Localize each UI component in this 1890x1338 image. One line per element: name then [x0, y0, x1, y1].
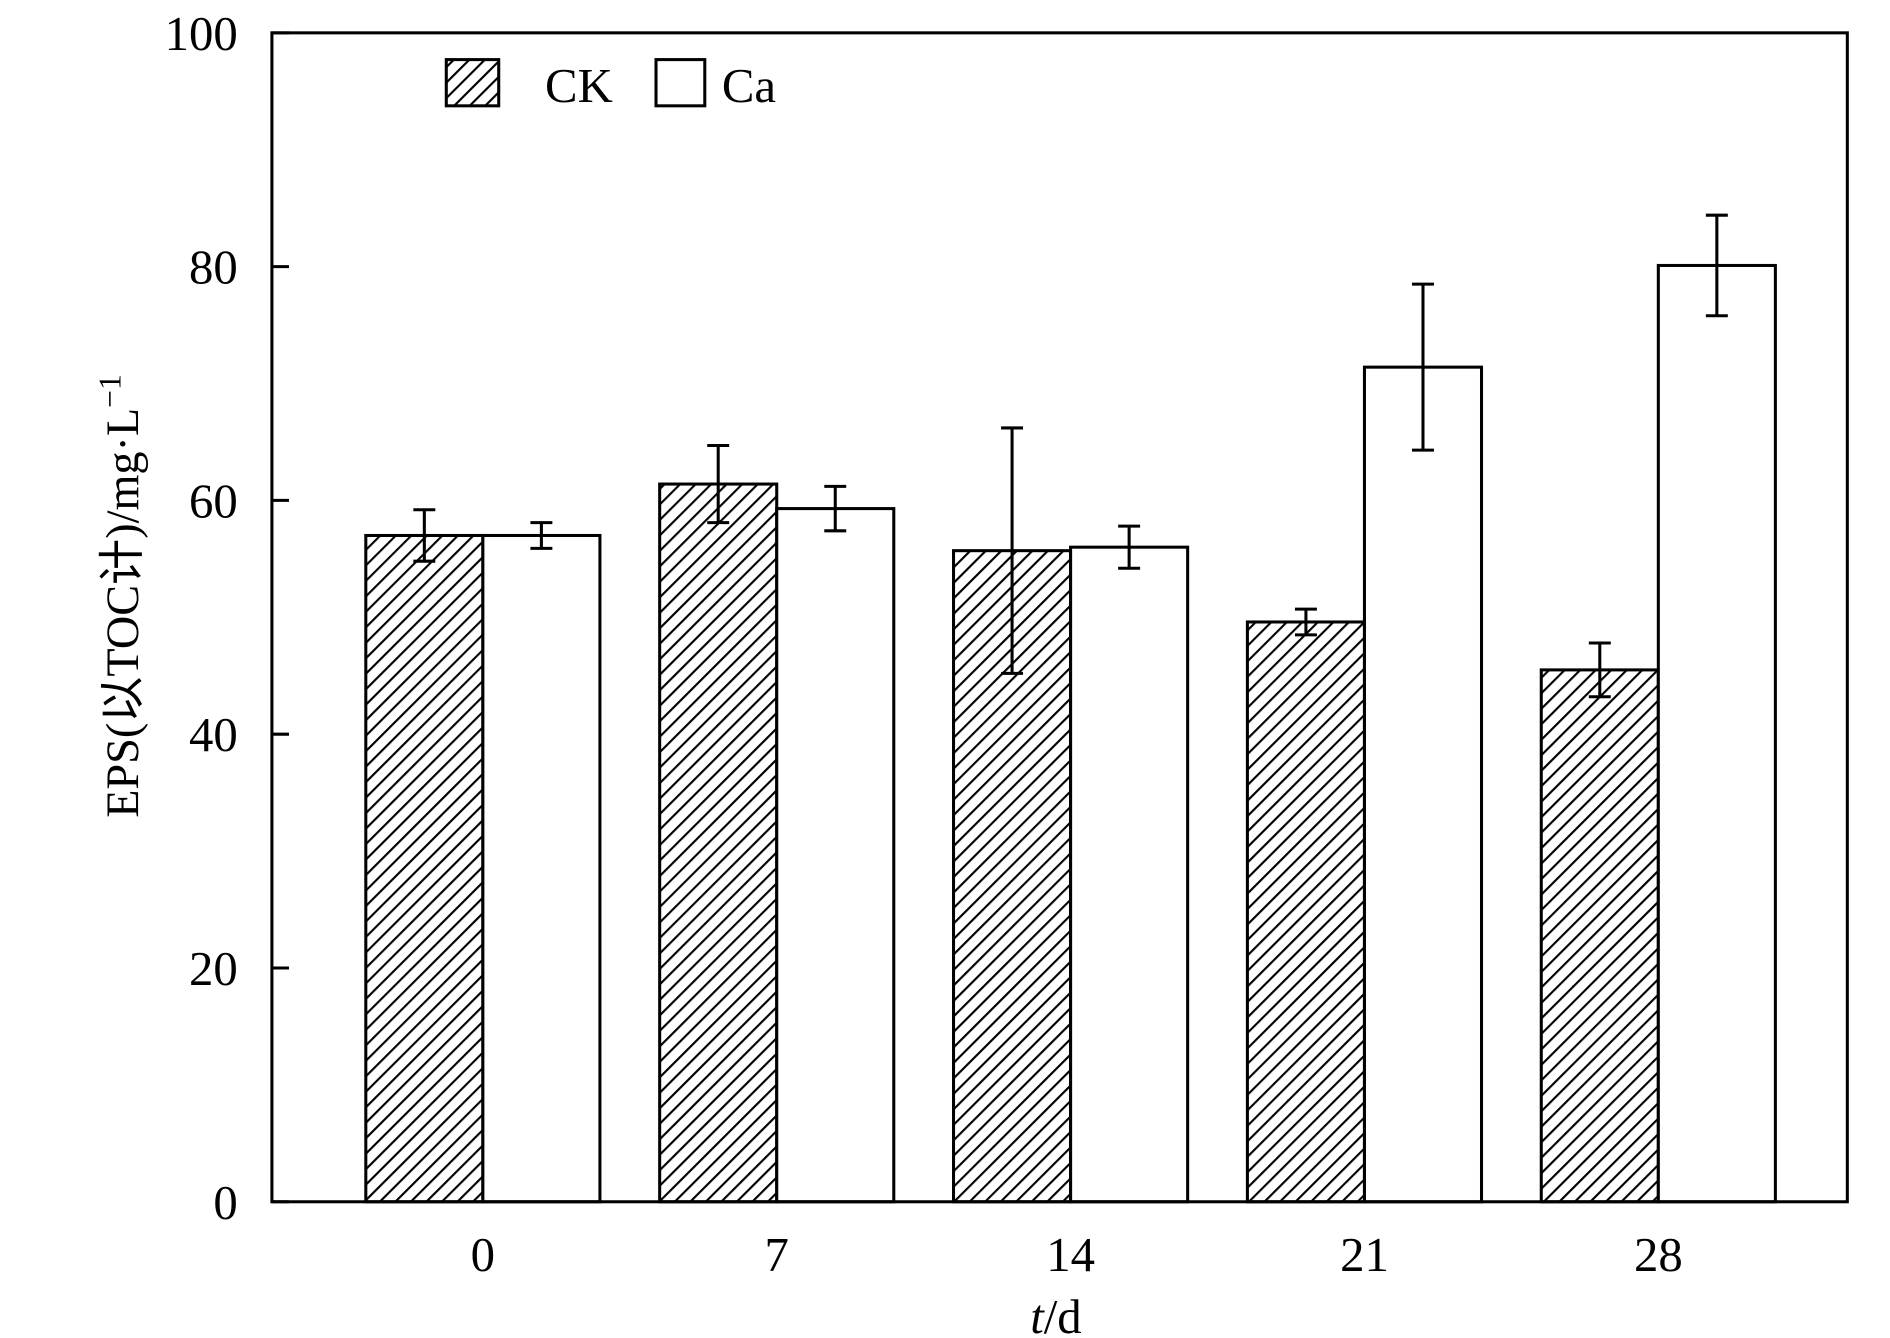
bar-ca-7	[775, 507, 896, 1204]
legend-swatch-ca	[654, 58, 707, 108]
x-axis: 0 7 14 21 28	[471, 1228, 1683, 1282]
x-axis-label: t/d	[1030, 1290, 1082, 1338]
y-axis-label: EPS(以TOC计)/mg·L−1	[93, 374, 149, 818]
y-tick-label: 40	[189, 708, 238, 762]
bar-ca-0	[481, 533, 602, 1204]
bar-ck-7	[658, 482, 779, 1204]
bar-ca-14	[1069, 545, 1190, 1204]
x-tick-label: 7	[765, 1228, 789, 1282]
legend: CK Ca	[444, 58, 776, 113]
x-tick-label: 0	[471, 1228, 495, 1282]
x-tick-label: 14	[1046, 1228, 1095, 1282]
y-axis: 0 20 40 60 80 100	[165, 7, 289, 1230]
legend-label-ca: Ca	[722, 59, 776, 113]
bar-ca-28	[1656, 263, 1777, 1204]
bar-ck-21	[1245, 620, 1366, 1204]
y-tick-label: 0	[213, 1176, 237, 1230]
x-tick-label: 21	[1340, 1228, 1389, 1282]
y-tick-label: 100	[165, 7, 238, 61]
legend-swatch-ck	[444, 58, 501, 108]
plot-frame	[270, 31, 1849, 1204]
y-tick-label: 20	[189, 942, 238, 996]
bar-ck-0	[364, 533, 485, 1204]
x-tick-label: 28	[1634, 1228, 1683, 1282]
bar-ca-21	[1362, 365, 1484, 1204]
bars-layer	[364, 213, 1777, 1204]
y-axis-label-superscript: −1	[93, 374, 128, 408]
legend-label-ck: CK	[545, 59, 613, 113]
y-tick-label: 80	[189, 241, 238, 295]
bar-ck-28	[1539, 668, 1660, 1204]
y-tick-label: 60	[189, 474, 238, 528]
